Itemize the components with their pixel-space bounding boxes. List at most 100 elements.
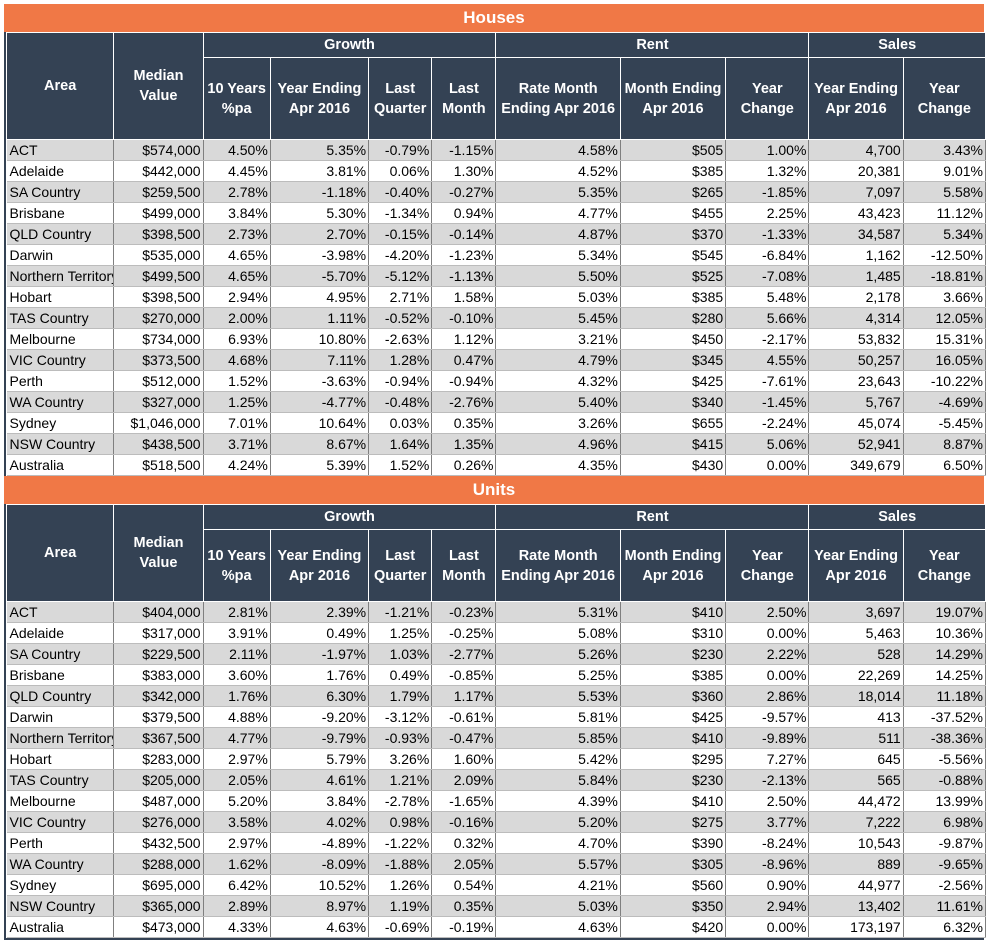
cell-growth-month: -0.25% — [431, 622, 497, 644]
cell-sales-year: 565 — [808, 769, 904, 791]
cell-growth-10yr: 2.94% — [203, 286, 271, 308]
cell-sales-change: 11.12% — [903, 202, 987, 224]
col-growth-month: Last Month — [431, 57, 497, 140]
cell-area: WA Country — [6, 853, 115, 875]
cell-area: QLD Country — [6, 223, 115, 245]
cell-growth-10yr: 2.97% — [203, 832, 271, 854]
cell-rent-rate: 4.63% — [495, 916, 621, 938]
cell-growth-quarter: -3.12% — [368, 706, 433, 728]
table-row: Perth $432,500 2.97% -4.89% -1.22% 0.32% 4.70%… — [6, 832, 987, 854]
cell-sales-change: 6.32% — [903, 916, 987, 938]
cell-growth-10yr: 4.45% — [203, 160, 271, 182]
cell-median-value: $432,500 — [113, 832, 204, 854]
cell-rent-change: 2.50% — [725, 601, 810, 623]
cell-median-value: $259,500 — [113, 181, 204, 203]
cell-area: NSW Country — [6, 433, 115, 455]
cell-rent-change: -7.08% — [725, 265, 810, 287]
cell-rent-rate: 5.50% — [495, 265, 621, 287]
cell-rent-change: -1.33% — [725, 223, 810, 245]
cell-growth-year: 8.97% — [270, 895, 370, 917]
cell-rent-change: 7.27% — [725, 748, 810, 770]
cell-growth-year: -3.63% — [270, 370, 370, 392]
cell-area: Darwin — [6, 706, 115, 728]
cell-growth-month: 1.17% — [431, 685, 497, 707]
cell-growth-10yr: 3.71% — [203, 433, 271, 455]
cell-growth-10yr: 6.93% — [203, 328, 271, 350]
cell-rent-rate: 4.79% — [495, 349, 621, 371]
cell-growth-month: -0.27% — [431, 181, 497, 203]
cell-rent-change: 2.50% — [725, 790, 810, 812]
cell-rent-change: 2.22% — [725, 643, 810, 665]
cell-median-value: $379,500 — [113, 706, 204, 728]
cell-growth-10yr: 4.33% — [203, 916, 271, 938]
cell-sales-change: 10.36% — [903, 622, 987, 644]
table-row: Brisbane $499,000 3.84% 5.30% -1.34% 0.94% 4.7… — [6, 202, 987, 224]
cell-median-value: $442,000 — [113, 160, 204, 182]
cell-growth-10yr: 4.65% — [203, 244, 271, 266]
cell-growth-quarter: 0.03% — [368, 412, 433, 434]
cell-rent-rate: 5.40% — [495, 391, 621, 413]
cell-growth-quarter: 1.79% — [368, 685, 433, 707]
units-table: Area Median Value Growth Rent Sales 10 Ye… — [5, 504, 987, 938]
cell-rent-month: $410 — [620, 601, 727, 623]
cell-area: ACT — [6, 139, 115, 161]
cell-growth-year: 5.39% — [270, 454, 370, 476]
cell-sales-change: 11.18% — [903, 685, 987, 707]
cell-growth-month: 2.09% — [431, 769, 497, 791]
cell-sales-change: 8.87% — [903, 433, 987, 455]
cell-sales-change: -2.56% — [903, 874, 987, 896]
cell-sales-year: 10,543 — [808, 832, 904, 854]
cell-rent-month: $545 — [620, 244, 727, 266]
cell-rent-change: 1.00% — [725, 139, 810, 161]
cell-rent-rate: 5.25% — [495, 664, 621, 686]
cell-growth-quarter: 1.19% — [368, 895, 433, 917]
table-row: WA Country $288,000 1.62% -8.09% -1.88% 2.05%… — [6, 853, 987, 875]
cell-growth-10yr: 4.65% — [203, 265, 271, 287]
cell-sales-year: 45,074 — [808, 412, 904, 434]
cell-sales-change: 14.25% — [903, 664, 987, 686]
cell-rent-rate: 4.96% — [495, 433, 621, 455]
cell-sales-change: 5.58% — [903, 181, 987, 203]
cell-rent-rate: 5.34% — [495, 244, 621, 266]
cell-growth-10yr: 3.60% — [203, 664, 271, 686]
cell-median-value: $398,500 — [113, 286, 204, 308]
cell-growth-month: 0.32% — [431, 832, 497, 854]
cell-sales-year: 889 — [808, 853, 904, 875]
cell-growth-month: -0.85% — [431, 664, 497, 686]
col-growth-quarter: Last Quarter — [368, 57, 433, 140]
cell-growth-month: -0.23% — [431, 601, 497, 623]
cell-rent-change: 4.55% — [725, 349, 810, 371]
cell-growth-month: -0.19% — [431, 916, 497, 938]
table-row: NSW Country $365,000 2.89% 8.97% 1.19% 0.35% 5… — [6, 895, 987, 917]
col-sales-change: Year Change — [902, 529, 987, 602]
table-row: VIC Country $373,500 4.68% 7.11% 1.28% 0.47% 4… — [6, 349, 987, 371]
cell-growth-year: 4.95% — [270, 286, 370, 308]
cell-sales-year: 44,472 — [808, 790, 904, 812]
cell-sales-change: 3.43% — [903, 139, 987, 161]
cell-growth-10yr: 2.78% — [203, 181, 271, 203]
cell-rent-month: $455 — [620, 202, 727, 224]
cell-growth-quarter: 2.71% — [368, 286, 433, 308]
cell-sales-year: 52,941 — [808, 433, 904, 455]
col-rent-rate: Rate Month Ending Apr 2016 — [495, 529, 621, 602]
cell-growth-year: -9.20% — [270, 706, 370, 728]
cell-growth-year: 7.11% — [270, 349, 370, 371]
cell-rent-change: 0.90% — [725, 874, 810, 896]
cell-rent-month: $370 — [620, 223, 727, 245]
cell-growth-10yr: 7.01% — [203, 412, 271, 434]
cell-growth-month: -2.76% — [431, 391, 497, 413]
cell-median-value: $473,000 — [113, 916, 204, 938]
cell-sales-change: -5.56% — [903, 748, 987, 770]
cell-sales-change: 5.34% — [903, 223, 987, 245]
cell-sales-year: 173,197 — [808, 916, 904, 938]
cell-median-value: $1,046,000 — [113, 412, 204, 434]
cell-growth-quarter: 0.06% — [368, 160, 433, 182]
units-panel: Units Area Median Value Growth Rent Sales… — [4, 476, 987, 940]
cell-rent-rate: 4.70% — [495, 832, 621, 854]
cell-area: Adelaide — [6, 160, 115, 182]
cell-area: Northern Territory — [6, 265, 115, 287]
cell-rent-change: -7.61% — [725, 370, 810, 392]
cell-growth-quarter: -0.48% — [368, 391, 433, 413]
cell-rent-rate: 5.03% — [495, 895, 621, 917]
col-growth-10yr: 10 Years %pa — [202, 529, 271, 602]
